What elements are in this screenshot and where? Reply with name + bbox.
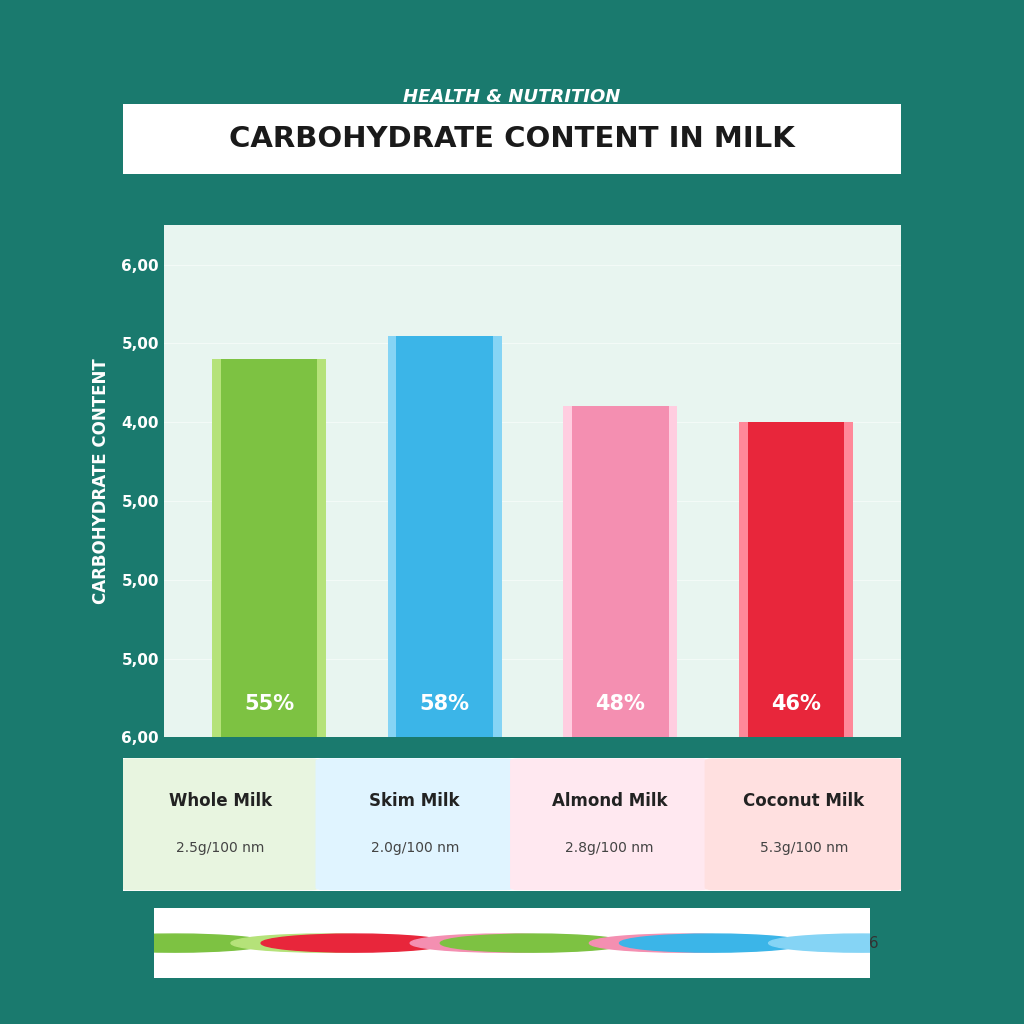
Bar bbox=[572, 407, 669, 737]
Bar bbox=[396, 336, 493, 737]
Text: Craon milk: Craon milk bbox=[574, 771, 667, 785]
Circle shape bbox=[231, 934, 418, 952]
Circle shape bbox=[82, 934, 268, 952]
Text: 1.b6: 1.b6 bbox=[671, 936, 706, 950]
Circle shape bbox=[590, 934, 776, 952]
Text: Skim Milk: Skim Milk bbox=[370, 792, 460, 810]
Text: skim milk: skim milk bbox=[403, 771, 485, 785]
Text: 1po: 1po bbox=[492, 936, 520, 950]
Text: 46%: 46% bbox=[771, 693, 820, 714]
Text: Whole Milk: Whole Milk bbox=[169, 792, 271, 810]
Circle shape bbox=[620, 934, 806, 952]
Text: 55%: 55% bbox=[244, 693, 294, 714]
Circle shape bbox=[440, 934, 627, 952]
Bar bbox=[748, 422, 844, 737]
Bar bbox=[212, 359, 327, 737]
Bar bbox=[388, 336, 502, 737]
Text: 48%: 48% bbox=[595, 693, 645, 714]
Text: Coconut Milk: Coconut Milk bbox=[743, 792, 864, 810]
Bar bbox=[563, 407, 677, 737]
Text: whole milk: whole milk bbox=[223, 771, 315, 785]
FancyBboxPatch shape bbox=[705, 759, 903, 890]
FancyBboxPatch shape bbox=[510, 759, 709, 890]
Text: 2.5g/100 nm: 2.5g/100 nm bbox=[176, 841, 264, 855]
Text: HEALTH & NUTRITION: HEALTH & NUTRITION bbox=[403, 88, 621, 106]
Text: 58%: 58% bbox=[420, 693, 470, 714]
Circle shape bbox=[769, 934, 955, 952]
FancyBboxPatch shape bbox=[315, 759, 514, 890]
Bar bbox=[221, 359, 317, 737]
FancyBboxPatch shape bbox=[121, 759, 319, 890]
Text: Almond Milk: Almond Milk bbox=[552, 792, 667, 810]
Text: CARBOHYDRATE CONTENT IN MILK: CARBOHYDRATE CONTENT IN MILK bbox=[229, 125, 795, 154]
Circle shape bbox=[411, 934, 597, 952]
Text: 2.0g/100 nm: 2.0g/100 nm bbox=[371, 841, 459, 855]
Y-axis label: CARBOHYDRATE CONTENT: CARBOHYDRATE CONTENT bbox=[92, 358, 111, 604]
Bar bbox=[738, 422, 853, 737]
Text: 5.3g/100 nm: 5.3g/100 nm bbox=[760, 841, 848, 855]
Circle shape bbox=[261, 934, 447, 952]
Text: Coconut milk: Coconut milk bbox=[740, 771, 852, 785]
Text: 2.f6: 2.f6 bbox=[850, 936, 880, 950]
Text: 2.8g/100 nm: 2.8g/100 nm bbox=[565, 841, 653, 855]
